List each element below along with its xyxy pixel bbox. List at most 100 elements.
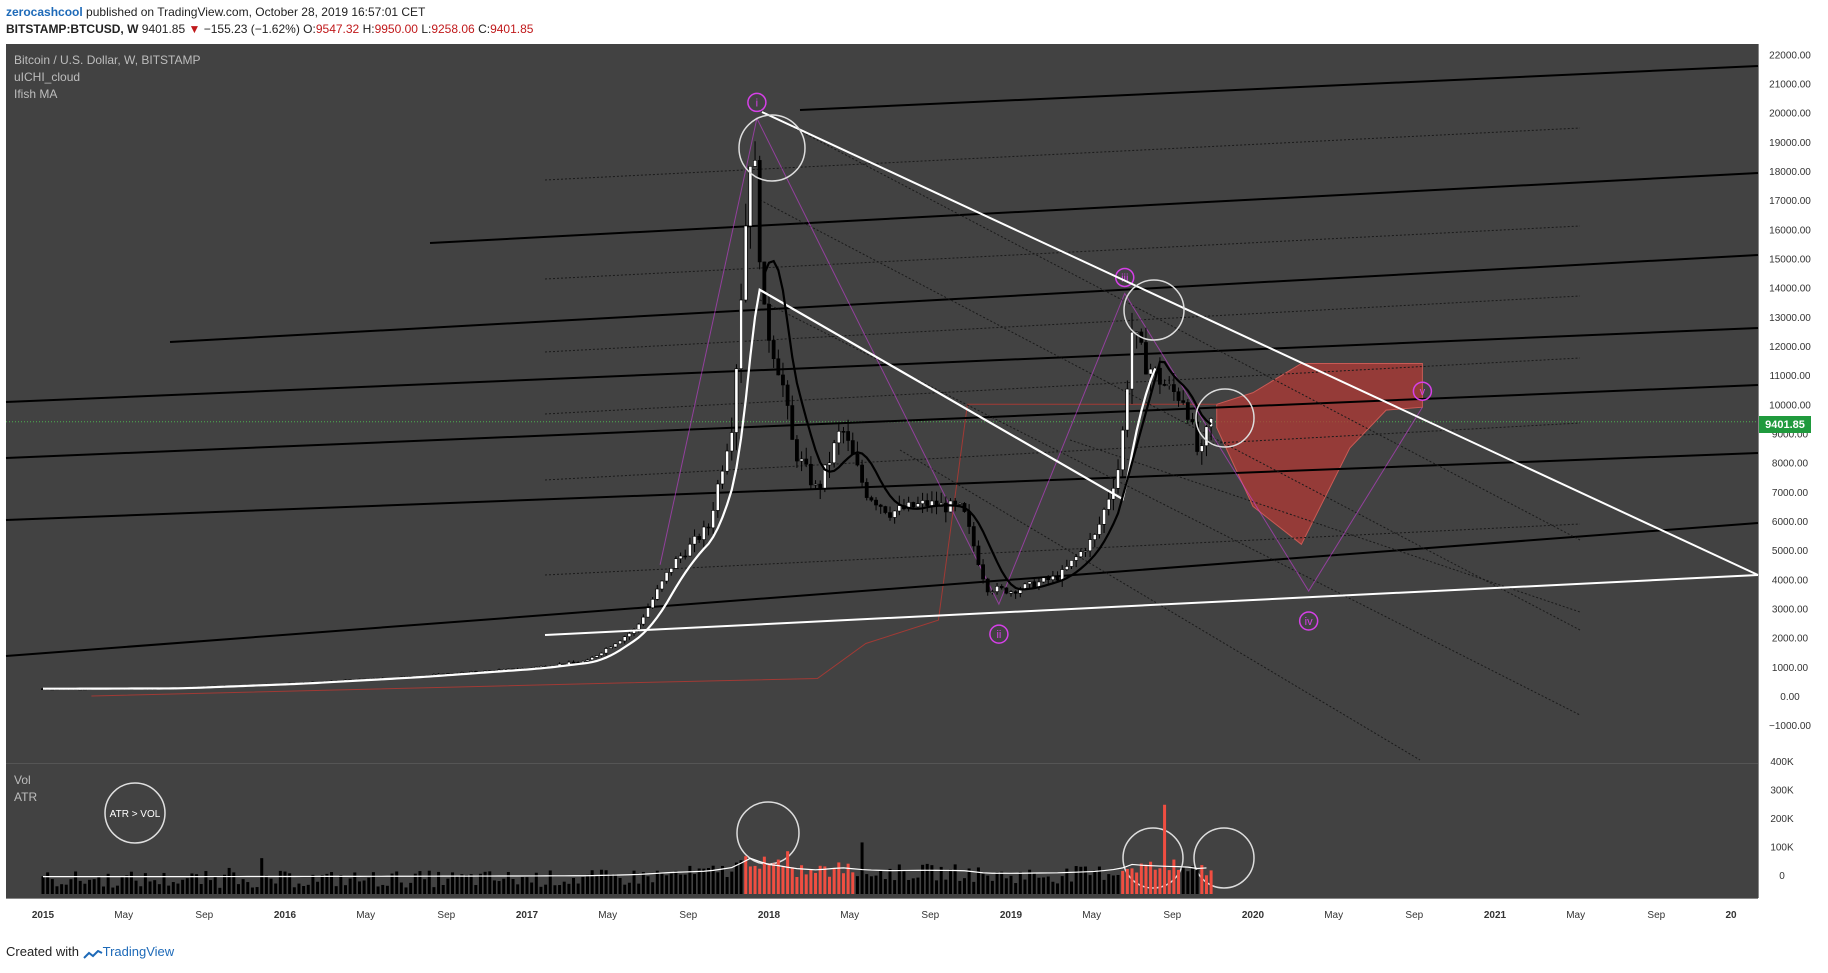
candle-body	[1176, 391, 1181, 401]
candle-body	[669, 568, 674, 573]
volume-bar	[846, 863, 850, 894]
volume-bar	[1177, 869, 1181, 894]
atr-line	[42, 857, 1207, 878]
candle-body	[1078, 551, 1083, 558]
vol-label: Vol	[14, 773, 31, 787]
volume-bar	[97, 877, 101, 894]
volume-tick-label: 400K	[1770, 757, 1794, 768]
volume-bar	[1111, 875, 1115, 894]
volume-bar	[897, 864, 901, 894]
volume-bar	[385, 885, 389, 894]
volume-bar	[781, 866, 785, 894]
volume-bar	[860, 842, 864, 894]
cloud-edge-line	[91, 403, 1217, 697]
time-scale[interactable]	[6, 898, 1758, 932]
candle-body	[739, 299, 743, 369]
volume-bar	[609, 874, 613, 894]
x-tick-label: Sep	[679, 910, 697, 921]
candle-body	[790, 405, 795, 440]
candle-body	[622, 636, 627, 642]
x-tick-label: May	[1082, 910, 1101, 921]
candle-body	[636, 623, 641, 630]
volume-bar	[534, 872, 538, 894]
volume-bar	[707, 868, 710, 894]
volume-bar	[627, 882, 631, 894]
volume-bar	[683, 874, 687, 894]
candle-body	[1004, 587, 1009, 594]
volume-bar	[404, 887, 408, 894]
channel-line	[5, 522, 1759, 657]
x-tick-label: May	[598, 910, 617, 921]
volume-bar	[665, 875, 669, 894]
candle-body	[678, 555, 683, 560]
dotted-line	[544, 357, 1581, 415]
volume-bar	[800, 865, 804, 894]
volume-bar	[762, 856, 766, 894]
candle-body	[771, 340, 776, 360]
x-tick-label: 2017	[516, 910, 539, 921]
volume-bar	[283, 871, 287, 894]
candle-body	[715, 483, 720, 511]
x-tick-label: May	[356, 910, 375, 921]
x-tick-label: 2019	[1000, 910, 1023, 921]
candle-body	[748, 166, 753, 227]
tradingview-brand-link[interactable]: TradingView	[102, 944, 175, 959]
tradingview-logo-icon	[82, 948, 103, 959]
candle-body	[1148, 368, 1153, 375]
candle-body	[776, 358, 781, 376]
candle-body	[911, 502, 916, 508]
y-tick-label: 13000.00	[1769, 313, 1811, 324]
volume-bar	[572, 877, 576, 894]
volume-bar	[306, 884, 310, 894]
candle-body	[916, 503, 920, 508]
volume-bar	[576, 883, 580, 894]
volume-bar	[804, 874, 808, 894]
volume-bar	[162, 872, 166, 894]
volume-bar	[339, 874, 343, 894]
candle-body	[785, 384, 790, 406]
publish-info: zerocashcool published on TradingView.co…	[6, 5, 425, 19]
volume-bar	[520, 877, 524, 894]
volume-bar	[604, 870, 608, 894]
candle-body	[767, 303, 771, 341]
volume-bar	[1191, 866, 1194, 894]
author-link[interactable]: zerocashcool	[6, 5, 83, 19]
volume-bar	[381, 884, 385, 894]
x-tick-label: Sep	[921, 910, 939, 921]
volume-bar	[818, 865, 822, 894]
volume-bar	[423, 879, 427, 894]
volume-bar	[925, 863, 929, 894]
indicator-ichimoku-label: uICHI_cloud	[14, 70, 80, 84]
volume-bar	[855, 876, 859, 894]
price-pane[interactable]	[6, 44, 1758, 763]
last-price: 9401.85	[141, 22, 186, 36]
candle-body	[855, 453, 860, 466]
price-scale[interactable]	[1758, 44, 1828, 898]
volume-bar	[148, 881, 152, 894]
x-tick-label: 2018	[758, 910, 781, 921]
candle-body	[850, 440, 855, 455]
volume-bar	[195, 874, 199, 894]
candle-body	[1190, 419, 1195, 423]
volume-bar	[185, 878, 189, 894]
volume-bar	[139, 886, 143, 894]
volume-bar	[1139, 863, 1143, 894]
volume-bar	[530, 882, 534, 894]
volume-bar	[976, 867, 980, 894]
volume-bar	[851, 872, 855, 894]
candle-body	[701, 526, 706, 540]
volume-bar	[218, 887, 222, 894]
candle-body	[990, 591, 995, 593]
candle-body	[683, 555, 688, 558]
volume-bar	[1088, 875, 1092, 894]
channel-line	[5, 452, 1759, 521]
volume-bar	[157, 884, 161, 894]
highlight-circle	[738, 114, 806, 182]
candle-body	[883, 506, 888, 513]
y-tick-label: 10000.00	[1769, 400, 1811, 411]
volume-bar	[441, 885, 445, 894]
volume-bar	[990, 880, 994, 894]
candle-body	[585, 659, 590, 662]
